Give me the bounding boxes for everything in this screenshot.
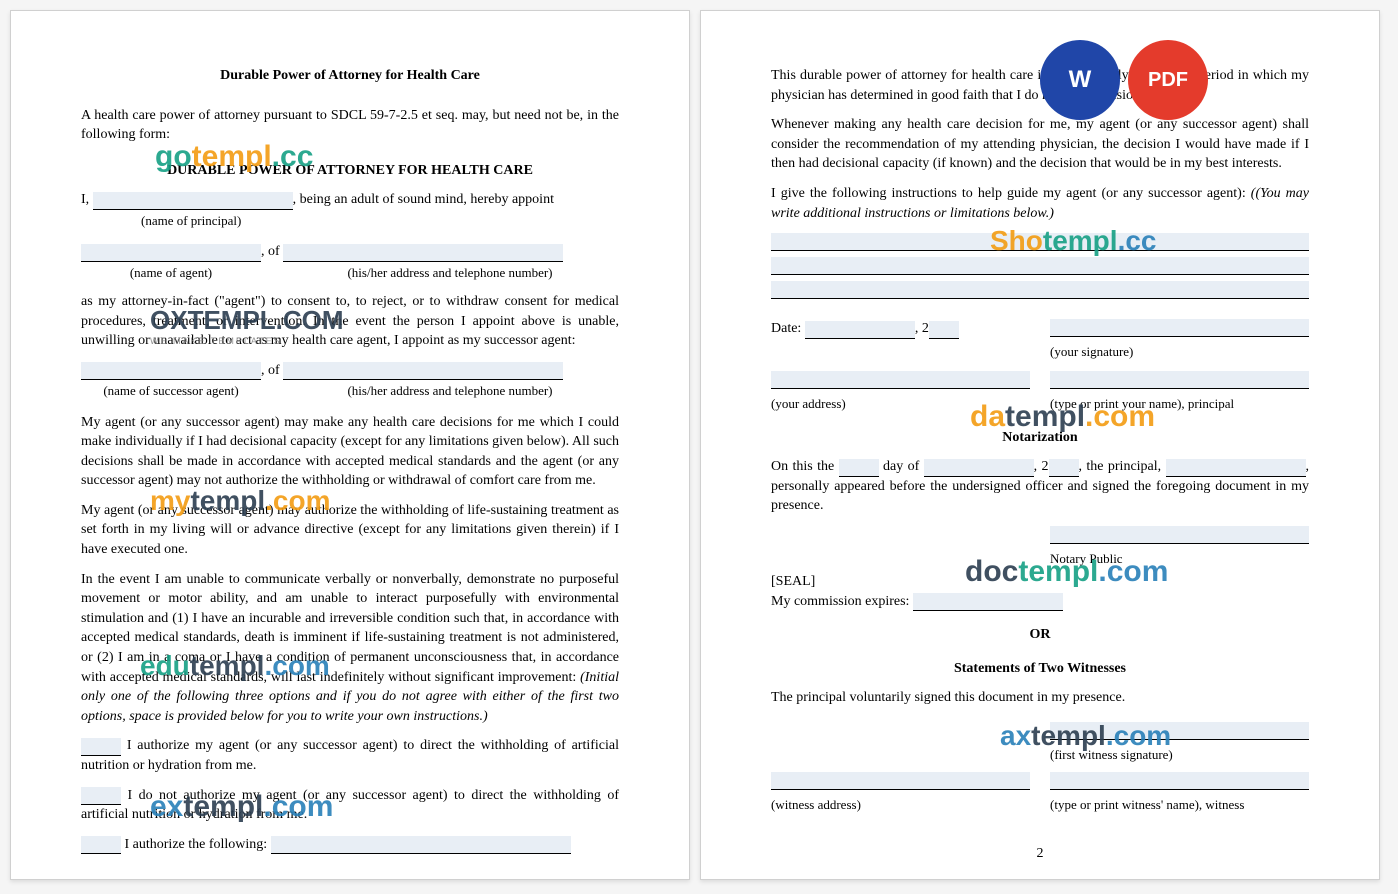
blank-signature[interactable] xyxy=(1050,319,1309,337)
witnesses-heading: Statements of Two Witnesses xyxy=(771,659,1309,679)
document-page-2: This durable power of attorney for healt… xyxy=(700,10,1380,880)
witnesses-intro: The principal voluntarily signed this do… xyxy=(771,688,1309,708)
option-2: I do not authorize my agent (or any succ… xyxy=(81,786,619,825)
blank-witness-name[interactable] xyxy=(1050,772,1309,790)
notarization-heading: Notarization xyxy=(771,428,1309,448)
blank-year[interactable] xyxy=(929,321,959,339)
whenever-paragraph: Whenever making any health care decision… xyxy=(771,115,1309,174)
intro-paragraph: A health care power of attorney pursuant… xyxy=(81,106,619,145)
successor-labels: (name of successor agent) (his/her addre… xyxy=(81,382,619,400)
date-signature-row: Date: , 2 (your signature) xyxy=(771,319,1309,361)
blank-notary-year[interactable] xyxy=(1049,459,1079,477)
blank-opt1-initial[interactable] xyxy=(81,738,121,756)
blank-notary-principal[interactable] xyxy=(1166,459,1306,477)
agent-line: , of xyxy=(81,242,619,262)
withhold-paragraph: My agent (or any successor agent) may au… xyxy=(81,501,619,560)
label-principal: (name of principal) xyxy=(141,212,619,230)
agent-paragraph: as my attorney-in-fact ("agent") to cons… xyxy=(81,292,619,351)
blank-opt3-initial[interactable] xyxy=(81,836,121,854)
successor-line: , of xyxy=(81,361,619,381)
option-3: I authorize the following: xyxy=(81,835,619,855)
blank-your-address[interactable] xyxy=(771,371,1030,389)
address-name-row: (your address) (type or print your name)… xyxy=(771,371,1309,413)
principal-line: I, , being an adult of sound mind, hereb… xyxy=(81,190,619,210)
blank-instructions-2[interactable] xyxy=(771,257,1309,275)
blank-agent-name[interactable] xyxy=(81,244,261,262)
form-subtitle: DURABLE POWER OF ATTORNEY FOR HEALTH CAR… xyxy=(81,161,619,181)
or-heading: OR xyxy=(771,625,1309,645)
blank-witness1-sig[interactable] xyxy=(1050,722,1309,740)
instructions-paragraph: I give the following instructions to hel… xyxy=(771,184,1309,223)
blank-instructions-3[interactable] xyxy=(771,281,1309,299)
notary-line: On this the day of , 2, the principal, ,… xyxy=(771,457,1309,516)
pdf-badge-icon: PDF xyxy=(1128,40,1208,120)
witness-sig-row: (first witness signature) xyxy=(771,722,1309,764)
blank-date[interactable] xyxy=(805,321,915,339)
decisions-paragraph: My agent (or any successor agent) may ma… xyxy=(81,413,619,491)
witness-addr-row: (witness address) (type or print witness… xyxy=(771,772,1309,814)
word-badge-icon: W xyxy=(1040,40,1120,120)
page-number: 2 xyxy=(771,844,1309,864)
notary-sig-row: Notary Public xyxy=(771,526,1309,568)
blank-notary-signature[interactable] xyxy=(1050,526,1309,544)
blank-agent-addr[interactable] xyxy=(283,244,563,262)
blank-opt3-text[interactable] xyxy=(271,836,571,854)
page-title: Durable Power of Attorney for Health Car… xyxy=(81,66,619,86)
blank-successor-addr[interactable] xyxy=(283,362,563,380)
format-badges: W PDF xyxy=(1040,40,1208,120)
blank-notary-day[interactable] xyxy=(839,459,879,477)
blank-expires[interactable] xyxy=(913,593,1063,611)
expires-line: My commission expires: xyxy=(771,592,1309,612)
blank-instructions-1[interactable] xyxy=(771,233,1309,251)
option-1: I authorize my agent (or any successor a… xyxy=(81,736,619,775)
seal-text: [SEAL] xyxy=(771,572,1309,592)
blank-notary-month[interactable] xyxy=(924,459,1034,477)
blank-your-name[interactable] xyxy=(1050,371,1309,389)
agent-labels: (name of agent) (his/her address and tel… xyxy=(81,264,619,282)
blank-principal[interactable] xyxy=(93,192,293,210)
document-page-1: Durable Power of Attorney for Health Car… xyxy=(10,10,690,880)
blank-witness-address[interactable] xyxy=(771,772,1030,790)
event-paragraph: In the event I am unable to communicate … xyxy=(81,570,619,727)
blank-opt2-initial[interactable] xyxy=(81,787,121,805)
blank-successor-name[interactable] xyxy=(81,362,261,380)
